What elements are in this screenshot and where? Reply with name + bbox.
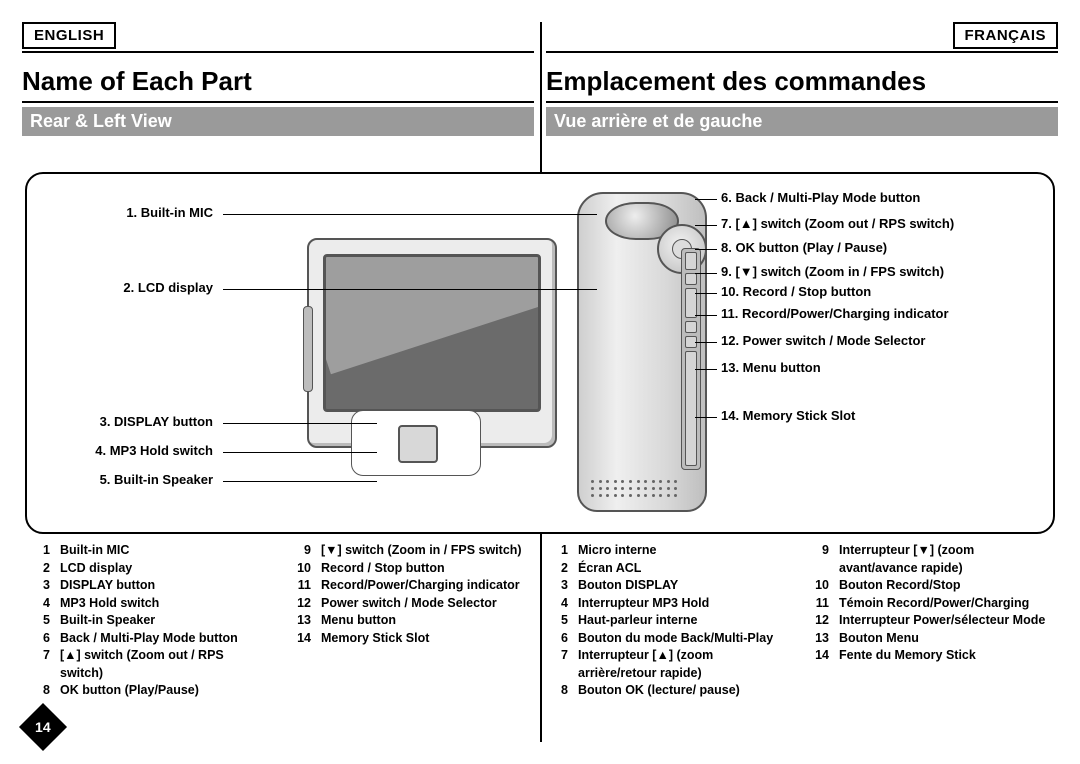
table-row: 9Interrupteur [▼] (zoom avant/avance rap… [811,542,1048,577]
table-row: 7[▲] switch (Zoom out / RPS switch) [32,647,269,682]
table-row: 4MP3 Hold switch [32,595,269,613]
camcorder-body [577,192,707,512]
table-row: 6Bouton du mode Back/Multi-Play [550,630,787,648]
callout-right-7: 7. [▲] switch (Zoom out / RPS switch) [721,216,954,231]
callout-right-14: 14. Memory Stick Slot [721,408,855,423]
table-row: 5Haut-parleur interne [550,612,787,630]
parts-table-english: 1Built-in MIC2LCD display3DISPLAY button… [22,542,540,700]
table-row: 3Bouton DISPLAY [550,577,787,595]
table-row: 10Record / Stop button [293,560,530,578]
callout-left-1: 1. Built-in MIC [126,205,213,220]
table-row: 2LCD display [32,560,269,578]
table-row: 7Interrupteur [▲] (zoom arrière/retour r… [550,647,787,682]
table-row: 14Fente du Memory Stick [811,647,1048,665]
callout-right-10: 10. Record / Stop button [721,284,871,299]
table-row: 6Back / Multi-Play Mode button [32,630,269,648]
callout-right-11: 11. Record/Power/Charging indicator [721,306,949,321]
manual-page: ENGLISH Name of Each Part Rear & Left Vi… [22,22,1058,742]
table-row: 13Menu button [293,612,530,630]
table-row: 12Interrupteur Power/sélecteur Mode [811,612,1048,630]
table-row: 13Bouton Menu [811,630,1048,648]
table-row: 9[▼] switch (Zoom in / FPS switch) [293,542,530,560]
table-row: 8OK button (Play/Pause) [32,682,269,700]
table-row: 5Built-in Speaker [32,612,269,630]
device-illustration [307,192,747,518]
callout-right-6: 6. Back / Multi-Play Mode button [721,190,920,205]
speaker-icon [591,480,681,500]
callout-right-13: 13. Menu button [721,360,821,375]
table-row: 3DISPLAY button [32,577,269,595]
table-row: 11Témoin Record/Power/Charging [811,595,1048,613]
parts-diagram: 1. Built-in MIC 2. LCD display 3. DISPLAY … [25,172,1055,534]
parts-table-french: 1Micro interne2Écran ACL3Bouton DISPLAY4… [540,542,1058,700]
table-row: 1Micro interne [550,542,787,560]
page-number: 14 [35,719,51,735]
table-row: 8Bouton OK (lecture/ pause) [550,682,787,700]
section-title-french: Emplacement des commandes [546,66,926,99]
callout-left-4: 4. MP3 Hold switch [95,443,213,458]
table-row: 1Built-in MIC [32,542,269,560]
callout-left-2: 2. LCD display [123,280,213,295]
callout-left-5: 5. Built-in Speaker [100,472,213,487]
callout-right-12: 12. Power switch / Mode Selector [721,333,925,348]
table-row: 10Bouton Record/Stop [811,577,1048,595]
table-row: 2Écran ACL [550,560,787,578]
table-row: 4Interrupteur MP3 Hold [550,595,787,613]
callout-right-9: 9. [▼] switch (Zoom in / FPS switch) [721,264,944,279]
section-title-english: Name of Each Part [22,66,252,99]
side-controls [681,248,701,470]
language-badge-english: ENGLISH [22,22,116,49]
table-row: 14Memory Stick Slot [293,630,530,648]
language-badge-french: FRANÇAIS [953,22,1059,49]
parts-tables: 1Built-in MIC2LCD display3DISPLAY button… [22,542,1058,700]
section-subtitle-french: Vue arrière et de gauche [546,107,1058,136]
callout-left-3: 3. DISPLAY button [100,414,213,429]
section-subtitle-english: Rear & Left View [22,107,534,136]
table-row: 12Power switch / Mode Selector [293,595,530,613]
callout-right-8: 8. OK button (Play / Pause) [721,240,887,255]
detail-inset [351,410,481,476]
table-row: 11Record/Power/Charging indicator [293,577,530,595]
